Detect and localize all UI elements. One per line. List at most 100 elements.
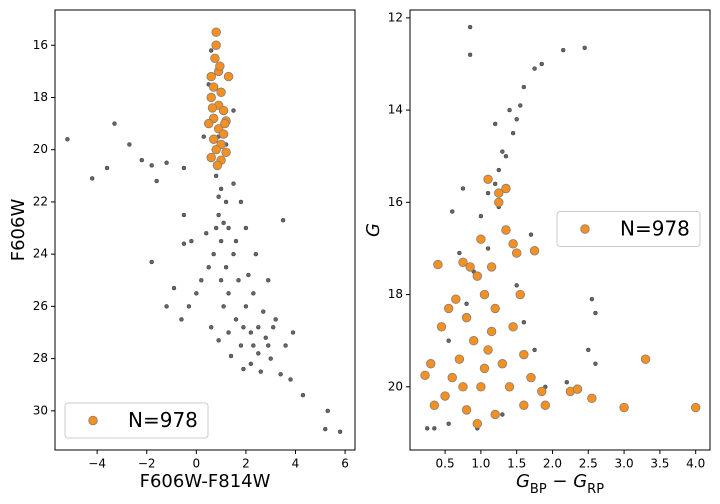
highlight-point — [526, 372, 536, 383]
axes-frame — [409, 9, 711, 451]
y-tick-label: 30 — [33, 403, 48, 417]
highlight-point — [494, 188, 504, 198]
star-point — [261, 309, 266, 314]
x-tick-label: 3.5 — [650, 457, 669, 471]
plot-area — [65, 27, 343, 434]
star-point — [446, 338, 451, 343]
star-point — [149, 259, 154, 265]
highlight-point — [212, 160, 223, 171]
star-point — [503, 154, 509, 159]
star-point — [528, 232, 534, 237]
legend-label: N=978 — [128, 408, 198, 432]
star-point — [248, 361, 254, 366]
star-point — [233, 317, 239, 322]
y-tick-label: 18 — [388, 287, 403, 301]
highlight-point — [458, 382, 468, 392]
star-point — [231, 252, 236, 257]
star-point — [243, 225, 249, 231]
highlight-point — [208, 134, 219, 144]
star-point — [221, 304, 226, 309]
star-point — [493, 121, 498, 127]
star-point — [149, 163, 154, 168]
y-tick-label: 24 — [33, 247, 48, 261]
highlight-point — [529, 246, 540, 256]
star-point — [181, 165, 187, 171]
highlight-point — [218, 105, 229, 116]
highlight-point — [476, 234, 486, 244]
axes-frame — [54, 9, 356, 451]
highlight-point — [221, 147, 231, 158]
star-point — [201, 134, 206, 139]
star-point — [450, 209, 455, 214]
highlight-point — [483, 174, 493, 184]
star-point — [211, 252, 216, 257]
highlight-point — [472, 271, 483, 281]
highlight-point — [537, 386, 547, 397]
star-point — [226, 225, 231, 231]
x-axis-label-part: BP — [530, 482, 547, 497]
highlight-point — [690, 402, 701, 413]
star-point — [593, 361, 598, 366]
y-tick-label: 28 — [33, 351, 48, 365]
x-axis-label: GBP − GRP — [516, 471, 604, 497]
star-point — [90, 176, 95, 181]
star-point — [263, 335, 268, 340]
star-point — [179, 317, 184, 322]
star-point — [171, 285, 177, 291]
star-point — [532, 347, 537, 353]
highlight-point — [211, 27, 221, 37]
star-point — [186, 304, 192, 309]
star-point — [337, 429, 343, 434]
y-tick-label: 14 — [388, 103, 403, 117]
y-tick-label: 20 — [388, 379, 403, 393]
star-point — [164, 304, 169, 309]
highlight-point — [540, 400, 551, 410]
y-tick-label: 18 — [33, 90, 48, 104]
legend-box — [556, 211, 701, 247]
y-tick-label: 20 — [33, 142, 48, 156]
star-point — [238, 343, 244, 348]
star-point — [238, 199, 244, 205]
star-point — [206, 265, 211, 270]
highlight-point — [204, 118, 214, 129]
y-tick-label: 22 — [33, 194, 48, 208]
star-point — [500, 412, 505, 417]
star-point — [199, 278, 204, 283]
highlight-point — [454, 354, 465, 364]
star-point — [218, 186, 224, 192]
star-point — [112, 121, 117, 126]
star-point — [280, 218, 286, 223]
highlight-point — [619, 402, 629, 413]
star-point — [500, 149, 505, 154]
star-point — [256, 325, 261, 330]
x-tick-label: 0 — [193, 457, 201, 471]
x-axis-label-part: G — [516, 471, 530, 492]
star-point — [256, 351, 261, 356]
star-point — [236, 278, 241, 283]
star-point — [216, 338, 221, 343]
star-point — [218, 278, 224, 283]
star-point — [127, 142, 132, 147]
star-point — [241, 366, 246, 372]
highlight-point — [433, 259, 443, 270]
x-tick-label: 2.5 — [579, 457, 598, 471]
x-tick-label: 0.5 — [436, 457, 455, 471]
x-tick-label: 6 — [341, 457, 349, 471]
x-tick-label: 1.0 — [471, 457, 490, 471]
highlight-point — [215, 61, 225, 71]
star-point — [231, 108, 236, 113]
highlight-point — [208, 82, 219, 92]
star-point — [154, 178, 159, 184]
star-point — [446, 421, 451, 426]
highlight-point — [206, 92, 216, 103]
star-point — [323, 426, 328, 432]
star-point — [104, 165, 110, 171]
highlight-point — [426, 359, 436, 369]
star-point — [273, 317, 278, 322]
highlight-point — [447, 372, 457, 383]
highlight-point — [497, 359, 508, 369]
highlight-point — [479, 363, 490, 374]
star-point — [288, 377, 293, 382]
highlight-point — [472, 419, 483, 429]
